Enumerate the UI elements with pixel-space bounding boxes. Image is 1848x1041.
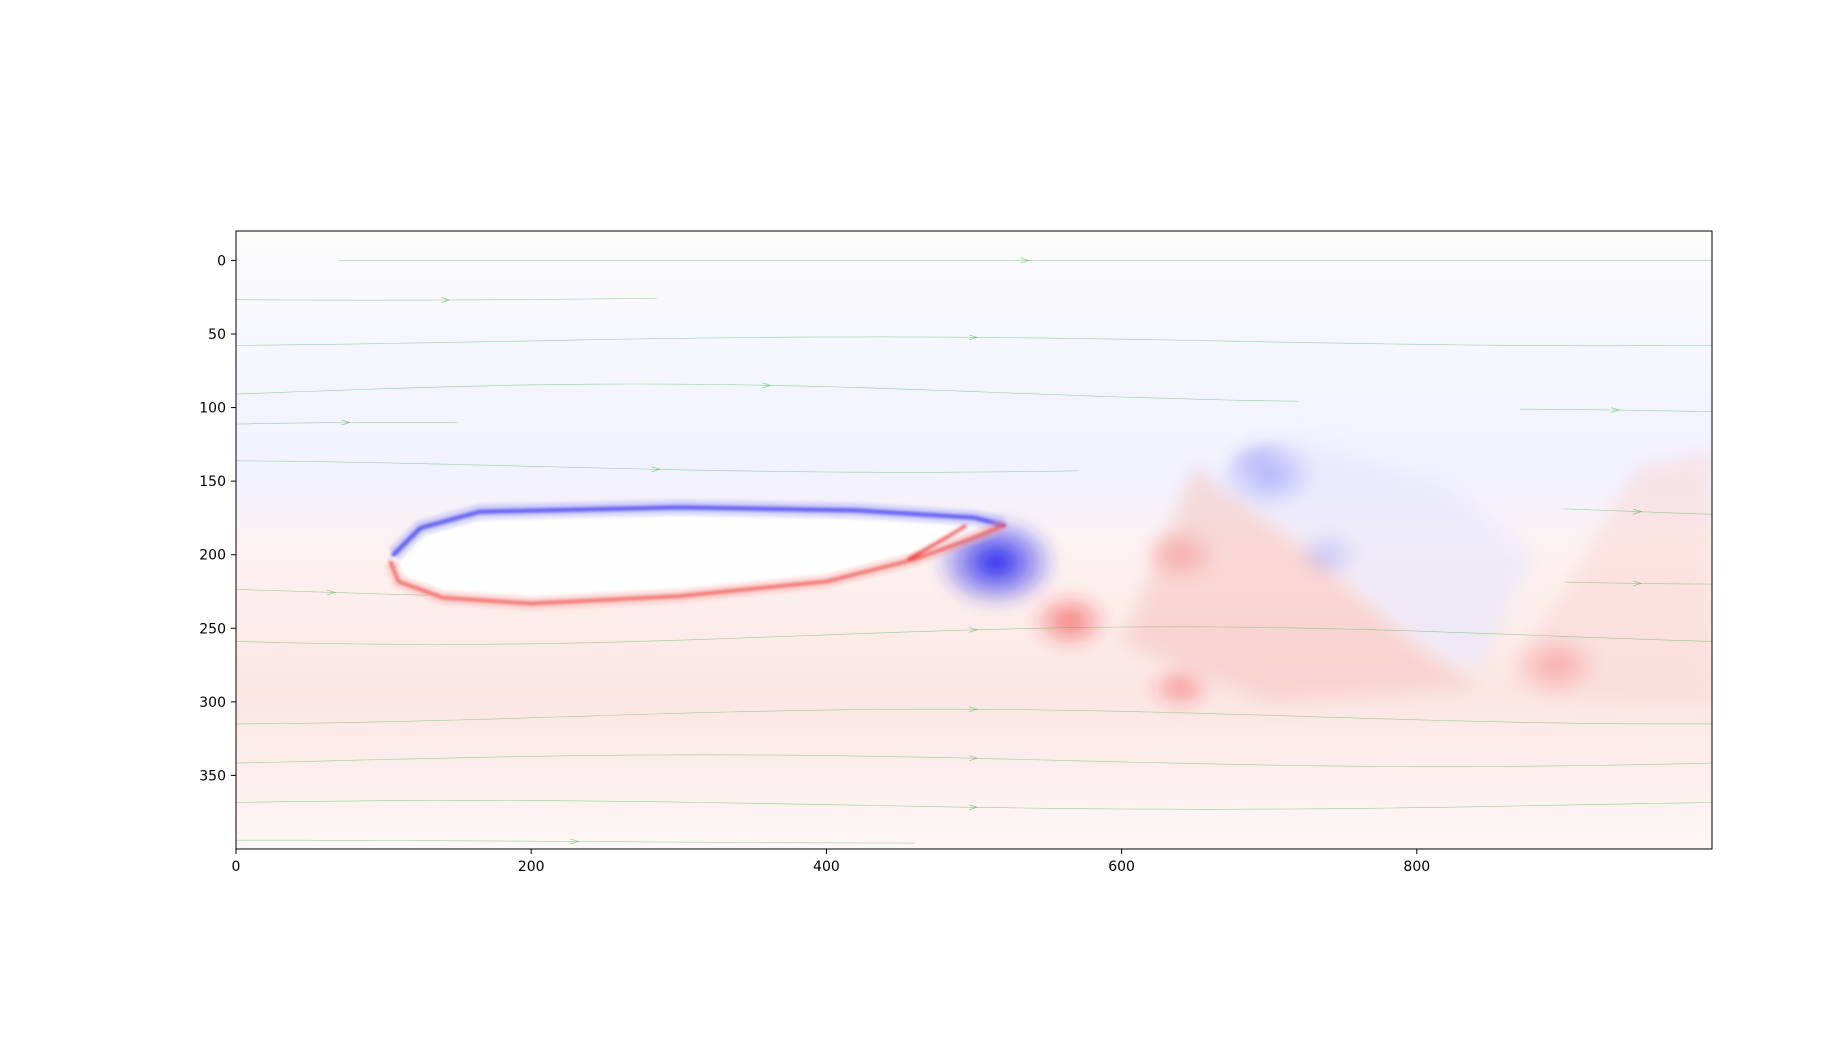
shear-layer-top-halo — [388, 499, 1006, 561]
body-interior — [391, 507, 1004, 604]
streamline-13 — [1564, 508, 1712, 515]
wake-positive-region-right — [1505, 451, 1712, 702]
vortex-layer — [933, 437, 1712, 713]
streamline-arrow-12 — [1610, 407, 1621, 413]
streamline-arrow-13 — [1633, 508, 1643, 515]
streamline-arrow-5 — [651, 466, 661, 473]
y-axis: 0 50 100 150 200 250 300 350 — [199, 253, 236, 784]
streamline-4 — [236, 422, 458, 425]
streamline-8 — [236, 708, 1712, 725]
streamline-1 — [236, 297, 657, 301]
y-tick-label: 300 — [199, 695, 226, 711]
x-tick-label: 600 — [1108, 859, 1135, 875]
streamline-arrow-4 — [341, 419, 351, 426]
vortex-positive-3 — [1029, 590, 1111, 652]
streamline-5 — [236, 460, 1078, 473]
streamline-arrow-11 — [570, 838, 580, 845]
shear-layer-layer — [384, 499, 1007, 611]
streamline-arrow-10 — [968, 804, 979, 811]
y-tick-label: 250 — [199, 621, 226, 637]
streamline-9 — [236, 754, 1712, 767]
streamline-14 — [1564, 581, 1712, 585]
shear-layer-bottom-halo — [384, 518, 1007, 611]
streamline-3 — [236, 383, 1299, 402]
streamline-arrow-14 — [1633, 580, 1643, 587]
x-tick-label: 200 — [518, 859, 545, 875]
y-tick-label: 100 — [199, 401, 226, 417]
streamline-2 — [236, 336, 1712, 347]
streamline-arrow-2 — [968, 334, 979, 341]
streamline-6 — [236, 589, 428, 596]
y-tick-label: 50 — [208, 327, 226, 343]
x-tick-label: 0 — [232, 859, 241, 875]
y-tick-label: 0 — [217, 253, 226, 269]
streamline-arrow-0 — [1020, 257, 1030, 264]
streamline-11 — [236, 839, 915, 844]
axes-frame — [235, 230, 1713, 850]
x-axis: 0 200 400 600 800 — [232, 849, 1430, 875]
streamline-7 — [236, 626, 1712, 645]
wake-negative-region — [1210, 437, 1535, 673]
y-tick-label: 150 — [199, 474, 226, 490]
y-tick-label: 200 — [199, 548, 226, 564]
y-tick-label: 350 — [199, 768, 226, 784]
x-tick-label: 400 — [813, 859, 840, 875]
streamline-arrow-6 — [326, 589, 337, 596]
plot-area — [236, 231, 1712, 849]
trailing-edge-shear — [906, 523, 968, 561]
wake-positive-region — [1121, 466, 1476, 702]
x-tick-label: 800 — [1403, 859, 1430, 875]
streamline-arrow-1 — [441, 297, 451, 303]
streamline-12 — [1520, 408, 1712, 413]
streamline-arrow-3 — [762, 382, 772, 389]
streamline-arrow-9 — [968, 755, 979, 762]
streamline-layer — [236, 257, 1712, 845]
streamline-arrow-8 — [968, 706, 979, 713]
streamline-arrow-7 — [968, 627, 979, 633]
vortex-positive-6 — [1147, 661, 1215, 713]
streamline-10 — [236, 800, 1712, 810]
